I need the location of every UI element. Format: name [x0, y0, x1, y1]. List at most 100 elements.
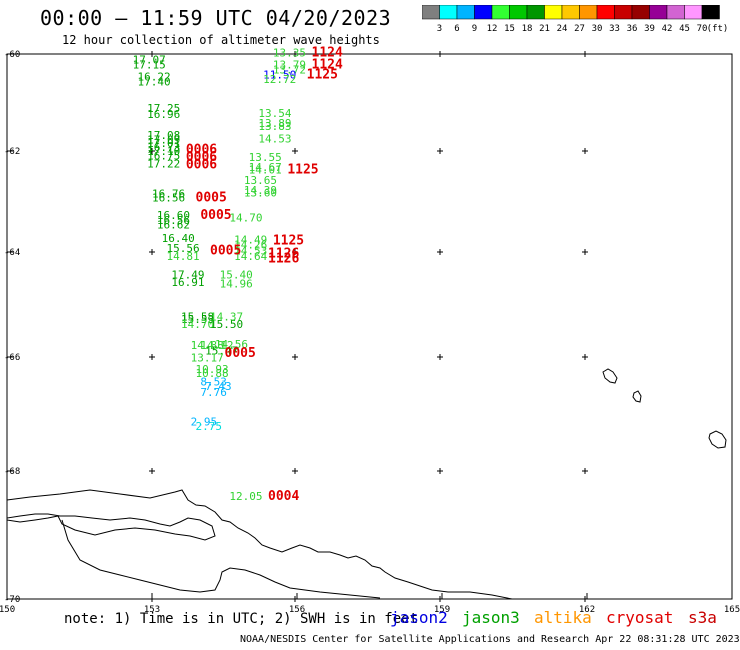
- colorbar-label: 6: [454, 24, 459, 34]
- colorbar-label: 39: [644, 24, 655, 34]
- satellite-altika: altika: [534, 608, 592, 627]
- lat-label: -70: [4, 595, 20, 605]
- colorbar-label: 45: [679, 24, 690, 34]
- wave-height-label: 17.09: [147, 134, 180, 147]
- wave-height-label: 16.56: [152, 192, 185, 205]
- colorbar-swatch: [701, 5, 720, 20]
- colorbar-label: 33: [609, 24, 620, 34]
- wave-height-label: 16.91: [171, 276, 204, 289]
- wave-height-label: 15.56: [167, 242, 200, 255]
- wave-height-label: 17.08: [147, 129, 180, 142]
- colorbar-label: 3: [437, 24, 442, 34]
- time-label: 1126: [268, 252, 299, 267]
- time-label: 0005: [196, 191, 227, 206]
- wave-height-label: 15.58: [181, 310, 214, 323]
- wave-height-label: 13.65: [244, 174, 277, 187]
- wave-height-label: 14.56: [215, 338, 248, 351]
- lat-label: -66: [4, 353, 20, 363]
- plot-frame: [6, 53, 733, 600]
- colorbar-label: 12: [487, 24, 498, 34]
- lon-label: 153: [144, 605, 160, 615]
- wave-height-label: 13.89: [258, 117, 291, 130]
- footer-note: note: 1) Time is in UTC; 2) SWH is in fe…: [64, 611, 419, 627]
- wave-height-label: 17.10: [147, 145, 180, 158]
- colorbar-label: 9: [472, 24, 477, 34]
- colorbar-label: 21: [539, 24, 550, 34]
- wave-height-label: 14.64: [234, 250, 267, 263]
- time-label: 1124: [312, 45, 343, 60]
- wave-height-label: 16.40: [162, 232, 195, 245]
- wave-height-label: 14.49: [234, 233, 267, 246]
- wave-height-label: 13.55: [249, 151, 282, 164]
- wave-height-label: 13.72: [273, 63, 306, 76]
- satellite-jason3: jason3: [462, 608, 520, 627]
- coastline: [6, 489, 513, 600]
- lat-label: -62: [4, 147, 20, 157]
- wave-height-label: 16.96: [147, 108, 180, 121]
- wave-height-label: 14.70: [229, 212, 262, 225]
- wave-height-label: 15.50: [210, 318, 243, 331]
- wave-height-label: 8.53: [200, 376, 227, 389]
- time-label: 0004: [268, 489, 299, 504]
- wave-height-label: 16.76: [152, 187, 185, 200]
- wave-height-label: 17.49: [171, 268, 204, 281]
- time-label: 0006: [186, 158, 217, 173]
- wave-height-label: 15.47: [205, 344, 238, 357]
- wave-height-label: 17.22: [147, 158, 180, 171]
- wave-height-label: 13.17: [191, 352, 224, 365]
- wave-height-label: 16.62: [157, 218, 190, 231]
- wave-height-label: 17.40: [138, 76, 171, 89]
- lat-label: -60: [4, 50, 20, 60]
- lon-label: 162: [579, 605, 595, 615]
- wave-height-label: 14.53: [258, 132, 291, 145]
- colorbar-label: 18: [522, 24, 533, 34]
- wave-height-label: 12.05: [229, 490, 262, 503]
- wave-height-label: 14.12: [200, 339, 233, 352]
- lon-label: 159: [434, 605, 450, 615]
- wave-height-label: 14.26: [234, 238, 267, 251]
- wave-height-label: 16.60: [157, 209, 190, 222]
- time-label: 0005: [225, 346, 256, 361]
- wave-height-label: 14.96: [220, 278, 253, 291]
- wave-height-label: 14.01: [249, 164, 282, 177]
- wave-height-label: 16.75: [147, 150, 180, 163]
- time-label: 0005: [200, 208, 231, 223]
- wave-height-label: 14.88: [191, 339, 224, 352]
- colorbar-label: 24: [557, 24, 568, 34]
- satellite-cryosat: cryosat: [606, 608, 674, 627]
- wave-height-label: 13.54: [258, 107, 291, 120]
- wave-height-label: 16.56: [157, 214, 190, 227]
- lat-label: -68: [4, 467, 20, 477]
- wave-height-label: 13.35: [273, 46, 306, 59]
- colorbar-label: 36: [627, 24, 638, 34]
- wave-height-label: 15.53: [181, 313, 214, 326]
- time-label: 0006: [186, 143, 217, 158]
- coastline-inlet: [6, 513, 216, 541]
- wave-height-label: 10.93: [196, 363, 229, 376]
- credit-line: NOAA/NESDIS Center for Satellite Applica…: [240, 634, 740, 645]
- wave-height-label: 10.88: [196, 367, 229, 380]
- time-label: 1125: [273, 233, 304, 248]
- wave-height-label: 16.22: [138, 71, 171, 84]
- wave-height-label: 2.95: [191, 415, 218, 428]
- time-label: 1124: [312, 58, 343, 73]
- wave-height-label: 17.07: [133, 54, 166, 67]
- wave-height-label: 17.01: [147, 137, 180, 150]
- wave-height-label: 13.60: [244, 186, 277, 199]
- wave-height-label: 7.76: [200, 386, 227, 399]
- colorbar-label: 15: [504, 24, 515, 34]
- lon-label: 150: [0, 605, 15, 615]
- page-subtitle: 12 hour collection of altimeter wave hei…: [62, 33, 380, 47]
- time-label: 1125: [287, 163, 318, 178]
- lat-label: -64: [4, 248, 20, 258]
- colorbar-label: 30: [592, 24, 603, 34]
- island-2: [632, 390, 642, 403]
- time-label: 1126: [268, 246, 299, 261]
- time-label: 1125: [307, 67, 338, 82]
- colorbar-label: 27: [574, 24, 585, 34]
- wave-height-label: 13.79: [273, 59, 306, 72]
- wave-height-label: 14.81: [167, 250, 200, 263]
- wave-height-label: 7.43: [205, 380, 232, 393]
- time-label: 0005: [210, 244, 241, 259]
